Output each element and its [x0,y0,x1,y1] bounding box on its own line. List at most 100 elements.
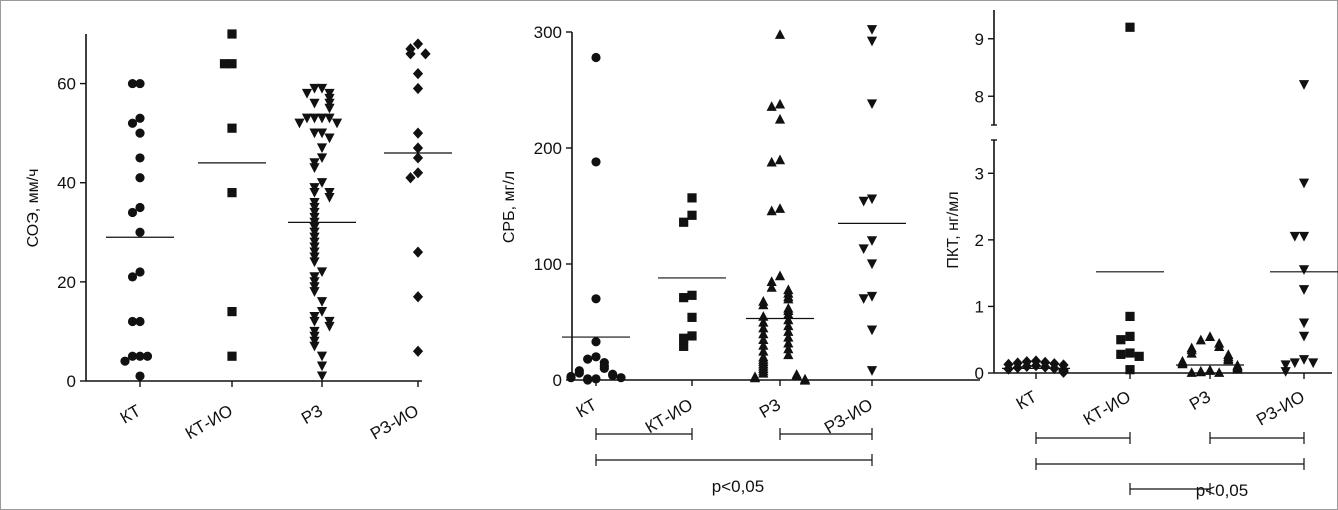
data-point [1116,335,1126,345]
data-point [766,156,777,167]
data-point [412,127,424,139]
data-point [309,277,320,287]
data-point [135,316,145,327]
data-point [316,361,328,372]
data-point [309,311,320,322]
data-point [774,98,786,109]
y-tick-label: 20 [57,273,76,292]
x-category-label: КТ [117,401,144,428]
significance-label: p<0,05 [712,477,764,496]
data-point [324,316,335,327]
y-axis-title: СРБ, мг/л [501,171,518,243]
data-point [783,349,794,360]
data-point [783,308,794,319]
data-point [1204,365,1216,375]
data-point [591,374,601,384]
data-point [758,316,769,327]
significance-bracket [595,428,693,440]
data-point [758,340,769,350]
data-point [324,133,335,144]
data-point [866,25,878,35]
group-3 [1176,331,1244,377]
data-point [309,202,320,213]
y-tick-label: 0 [975,364,984,383]
data-point [120,356,130,366]
data-point [309,336,320,347]
y-tick-label: 0 [67,372,76,391]
data-point [758,334,769,344]
x-category-label: РЗ-ИО [821,395,876,438]
x-category-label: КТ-ИО [182,401,236,443]
data-point [1125,311,1135,322]
group-1 [1002,355,1070,378]
data-point [679,217,689,227]
data-point [591,294,601,304]
data-point [858,294,869,304]
data-point [1125,365,1135,375]
group-3 [746,29,814,385]
data-point [309,212,320,223]
data-point [1298,285,1310,295]
data-point [309,158,320,168]
data-point [858,244,869,255]
data-point [591,157,601,167]
data-point [405,48,416,60]
data-point [316,307,328,317]
data-point [309,98,320,109]
data-point [412,152,424,164]
data-point [227,351,237,361]
data-point [324,188,335,198]
y-tick-label: 300 [534,23,562,42]
data-point [866,291,878,302]
data-point [679,293,689,303]
data-point [774,113,786,124]
data-point [783,343,794,354]
data-point [866,236,878,246]
data-point [412,68,424,80]
data-point [583,375,593,385]
y-tick-label: 8 [975,87,984,106]
data-point [1298,331,1310,342]
group-4 [384,38,452,357]
data-point [324,98,335,109]
data-point [309,287,320,297]
data-point [135,128,145,138]
x-category-label: РЗ-ИО [1253,387,1308,430]
chart-panel-1: СОЭ, мм/ч 0 20 40 60 КТ КТ-ИО РЗ РЗ-ИО [25,29,452,444]
data-point [412,38,424,50]
group-2 [198,29,266,361]
data-point [309,341,320,352]
data-point [866,366,878,376]
data-point [749,372,761,383]
significance-bracket [1209,432,1305,444]
data-point [679,341,689,351]
data-point [687,210,697,220]
data-point [316,113,328,124]
y-tick-label: 1 [975,297,984,316]
data-point [227,123,237,133]
data-point [1125,348,1135,358]
data-point [309,128,320,139]
y-tick-label: 3 [975,164,984,183]
data-point [766,101,777,111]
data-point [1298,318,1310,329]
data-point [127,316,138,327]
data-point [1116,349,1126,359]
significance-bracket [595,454,873,466]
data-point [608,370,618,380]
data-point [309,188,320,198]
data-point [227,188,237,198]
data-point [1177,358,1188,369]
group-2 [1096,22,1164,375]
data-point [135,227,145,237]
data-point [324,192,335,203]
data-point [142,351,153,361]
data-point [1204,331,1216,341]
data-point [758,345,769,356]
data-point [316,297,328,307]
data-point [1223,354,1234,365]
data-point [1186,367,1197,377]
group-4 [1270,80,1338,377]
data-point [1195,366,1206,377]
